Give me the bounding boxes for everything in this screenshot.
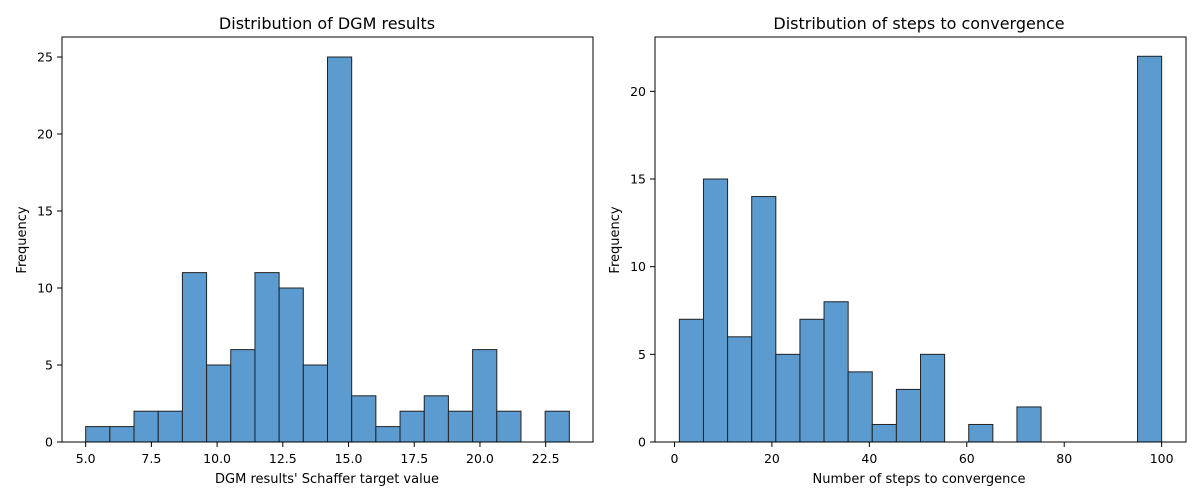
histogram-bar [1137, 55, 1163, 443]
y-axis-label: Frequency [15, 206, 30, 273]
histogram-bar [278, 287, 304, 443]
x-tick-label: 40 [861, 451, 877, 466]
x-tick-label: 0 [671, 451, 679, 466]
x-tick-label: 22.5 [532, 451, 560, 466]
x-tick-label: 7.5 [141, 451, 161, 466]
y-tick-label: 0 [638, 435, 646, 450]
histogram-bar [678, 318, 704, 443]
x-axis-ticks: 0 20 40 60 80 100 [671, 442, 1174, 466]
histogram-bar [157, 410, 183, 443]
histogram-bar [109, 426, 135, 443]
histogram-bar [133, 410, 159, 443]
chart-title: Distribution of DGM results [219, 14, 435, 33]
y-tick-label: 15 [37, 204, 53, 219]
y-tick-label: 20 [37, 127, 53, 142]
y-tick-label: 0 [45, 435, 53, 450]
histogram-steps-to-convergence: Distribution of steps to convergence 0 20… [608, 14, 1187, 487]
histogram-bar [799, 318, 825, 443]
plot-frame [654, 36, 1187, 443]
histogram-bar [920, 353, 946, 443]
histogram-bar [375, 426, 401, 443]
histogram-bar [727, 336, 753, 443]
histogram-bar [447, 410, 474, 443]
y-axis-ticks: 0 5 10 15 20 25 [37, 50, 62, 450]
y-tick-label: 15 [630, 172, 646, 187]
histogram-bar [775, 353, 801, 443]
x-tick-label: 5.0 [76, 451, 96, 466]
bars [85, 56, 570, 443]
y-axis-ticks: 0 5 10 15 20 [630, 84, 655, 450]
histogram-bar [968, 423, 994, 443]
x-axis-ticks: 5.0 7.5 10.0 12.5 15.0 17.5 20.0 22.5 [76, 442, 560, 466]
y-tick-label: 20 [630, 84, 646, 99]
histogram-bar [895, 388, 922, 443]
x-tick-label: 20 [764, 451, 780, 466]
plot-frame [61, 36, 594, 443]
histogram-bar [351, 395, 377, 443]
histogram-bar [254, 272, 280, 443]
histogram-bar [472, 349, 498, 443]
x-tick-label: 100 [1150, 451, 1174, 466]
x-tick-label: 60 [959, 451, 975, 466]
x-tick-label: 15.0 [335, 451, 363, 466]
histogram-dgm-results: Distribution of DGM results 5.0 7.5 10.0 12… [15, 14, 594, 487]
histogram-bar [702, 178, 729, 443]
histogram-bar [847, 371, 873, 443]
x-tick-label: 17.5 [400, 451, 428, 466]
histogram-bar [1016, 406, 1042, 443]
histogram-bar [85, 426, 111, 443]
histogram-bar [871, 423, 897, 443]
y-tick-label: 5 [45, 358, 53, 373]
histogram-bar [423, 395, 449, 443]
x-tick-label: 80 [1056, 451, 1072, 466]
x-tick-label: 10.0 [203, 451, 231, 466]
bars [678, 55, 1163, 443]
histogram-bar [823, 301, 849, 443]
histogram-bar [496, 410, 522, 443]
y-tick-label: 25 [37, 50, 53, 65]
histogram-bar [544, 410, 570, 443]
histogram-bar [399, 410, 425, 443]
y-axis-label: Frequency [608, 206, 623, 273]
histogram-bar [302, 364, 328, 443]
x-tick-label: 20.0 [466, 451, 494, 466]
y-tick-label: 10 [37, 281, 53, 296]
y-tick-label: 5 [638, 347, 646, 362]
x-tick-label: 12.5 [269, 451, 297, 466]
histogram-bar [230, 349, 256, 443]
y-tick-label: 10 [630, 259, 646, 274]
histogram-bar [181, 272, 208, 443]
x-axis-label: DGM results' Schaffer target value [215, 472, 439, 487]
chart-title: Distribution of steps to convergence [773, 14, 1064, 33]
histogram-bar [751, 196, 777, 443]
histogram-bar [327, 56, 353, 443]
histogram-bar [206, 364, 232, 443]
x-axis-label: Number of steps to convergence [812, 472, 1025, 487]
